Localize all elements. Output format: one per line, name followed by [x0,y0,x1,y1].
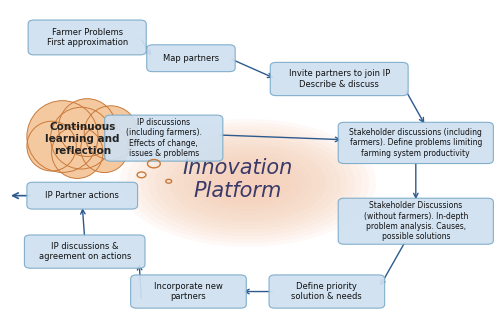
Text: Incorporate new
partners: Incorporate new partners [154,282,223,301]
Text: Map partners: Map partners [163,54,219,63]
Text: Innovation
Platform: Innovation Platform [182,158,293,201]
FancyBboxPatch shape [28,20,146,55]
Text: IP discussions
(including farmers).
Effects of change,
issues & problems: IP discussions (including farmers). Effe… [126,118,202,158]
FancyBboxPatch shape [27,182,138,209]
Ellipse shape [84,106,138,160]
Text: Farmer Problems
First approximation: Farmer Problems First approximation [46,28,128,47]
Text: IP Partner actions: IP Partner actions [46,191,119,200]
Text: Define priority
solution & needs: Define priority solution & needs [292,282,362,301]
Text: Stakeholder discussions (including
farmers). Define problems limiting
farming sy: Stakeholder discussions (including farme… [350,128,482,158]
Text: Continuous
learning and
reflection: Continuous learning and reflection [45,123,120,156]
FancyBboxPatch shape [24,235,145,268]
Ellipse shape [81,125,128,173]
FancyBboxPatch shape [104,115,223,161]
Ellipse shape [27,101,98,172]
FancyBboxPatch shape [269,275,384,308]
Ellipse shape [27,121,76,171]
FancyBboxPatch shape [338,198,494,244]
Ellipse shape [52,126,103,178]
Text: IP discussions &
agreement on actions: IP discussions & agreement on actions [38,242,131,261]
Text: Stakeholder Discussions
(without farmers). In-depth
problem analysis. Causes,
po: Stakeholder Discussions (without farmers… [364,201,468,241]
FancyBboxPatch shape [130,275,246,308]
Ellipse shape [50,107,112,169]
Text: Invite partners to join IP
Describe & discuss: Invite partners to join IP Describe & di… [288,69,390,89]
FancyBboxPatch shape [338,122,494,163]
FancyBboxPatch shape [270,62,408,96]
Ellipse shape [126,123,369,243]
Ellipse shape [120,119,376,247]
Ellipse shape [58,99,116,156]
FancyBboxPatch shape [146,45,235,72]
